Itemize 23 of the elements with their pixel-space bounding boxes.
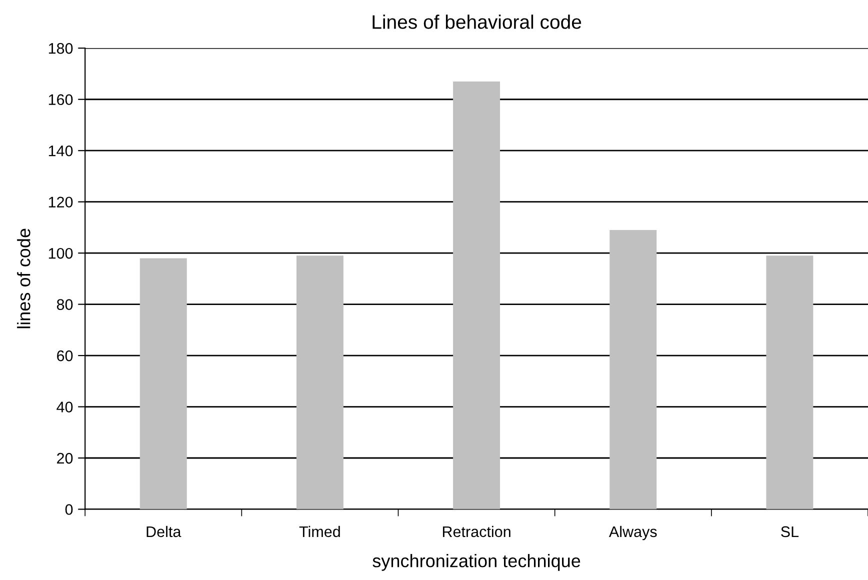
x-tick-label: Timed bbox=[299, 526, 340, 538]
x-tick-label: Retraction bbox=[442, 526, 510, 538]
y-tick-label: 80 bbox=[56, 299, 73, 310]
bar bbox=[140, 258, 187, 510]
bar bbox=[610, 230, 657, 510]
y-tick-label: 140 bbox=[48, 145, 73, 156]
y-tick-label: 20 bbox=[57, 452, 73, 464]
y-tick-label: 120 bbox=[48, 196, 73, 208]
chart-title: Lines of behavioral code bbox=[372, 14, 582, 29]
x-tick-label: SL bbox=[781, 526, 799, 538]
x-tick-label: Always bbox=[608, 526, 657, 540]
bar bbox=[766, 256, 814, 510]
y-tick-label: 60 bbox=[57, 350, 73, 362]
bar bbox=[453, 81, 500, 510]
x-tick-label: Delta bbox=[146, 526, 182, 538]
y-tick-label: 100 bbox=[48, 248, 73, 259]
bar bbox=[296, 256, 344, 510]
x-axis-title: synchronization technique bbox=[372, 554, 580, 571]
y-tick-label: 40 bbox=[56, 402, 73, 412]
y-axis-title: lines of code bbox=[17, 228, 30, 328]
y-tick-label: 180 bbox=[48, 43, 73, 54]
y-tick-label: 0 bbox=[65, 504, 73, 515]
y-tick-label: 160 bbox=[48, 94, 73, 106]
